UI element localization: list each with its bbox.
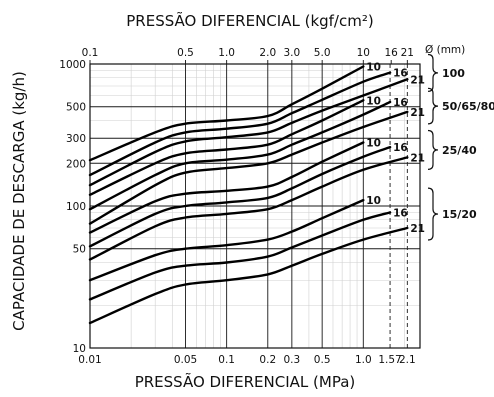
curve-end-label: 16	[393, 207, 408, 219]
curve-end-label: 10	[366, 138, 381, 150]
curve-end-label: 21	[410, 152, 425, 164]
group-label: 50/65/80	[442, 100, 494, 113]
x-tick-label: 0.5	[314, 354, 331, 366]
x-tick-label: 2.1	[399, 354, 416, 366]
x-tick-label: 1.0	[355, 354, 372, 366]
series-curve-50-65-80-10	[88, 99, 365, 196]
group-bracket	[427, 129, 439, 170]
x-tick-label: 0.05	[174, 354, 197, 366]
grid-lines	[89, 63, 421, 349]
series-curve-15-20-10	[88, 198, 365, 282]
curve-end-label: 10	[366, 62, 381, 74]
group-label: 25/40	[442, 144, 477, 157]
series-curve-15-20-16	[88, 211, 392, 301]
group-bracket	[427, 87, 439, 125]
x-tick-label: 0.01	[78, 354, 101, 366]
series-curve-25-40-10	[88, 141, 365, 234]
x-top-tick-label: 21	[401, 47, 414, 59]
series-curve-100-21	[88, 78, 409, 187]
y-tick-label: 50	[73, 244, 86, 256]
curve-end-label: 10	[366, 195, 381, 207]
y-tick-label: 1000	[59, 59, 86, 71]
x-top-tick-label: 0.1	[82, 47, 99, 59]
series-curve-50-65-80-16	[88, 100, 392, 211]
y-tick-label: 200	[66, 158, 86, 170]
x-top-tick-label: 1.0	[218, 47, 235, 59]
curve-end-label: 10	[366, 95, 381, 107]
x-tick-label: 0.2	[259, 354, 276, 366]
series-curve-15-20-21	[88, 226, 409, 325]
curve-end-label: 21	[410, 107, 425, 119]
x-top-tick-label: 10	[357, 47, 370, 59]
curve-end-label: 16	[393, 142, 408, 154]
y-tick-label: 300	[66, 133, 86, 145]
chart-title: PRESSÃO DIFERENCIAL (kgf/cm²)	[126, 11, 373, 30]
series-curve-25-40-21	[88, 156, 409, 261]
x-tick-label: 1.57	[378, 354, 401, 366]
x-top-tick-label: 0.5	[177, 47, 194, 59]
x-top-tick-label: 5.0	[314, 47, 331, 59]
curve-end-label: 16	[393, 68, 408, 80]
group-brackets: 100 50/65/80 25/40 15/20	[427, 53, 494, 241]
curve-end-label: 16	[393, 97, 408, 109]
y-tick-label: 100	[66, 201, 86, 213]
curve-end-label: 21	[410, 223, 425, 235]
plot-frame	[89, 63, 421, 349]
x-tick-label: 0.1	[218, 354, 235, 366]
group-label: 100	[442, 67, 465, 80]
group-label: 15/20	[442, 208, 477, 221]
tick-labels: 0.01 0.05 0.1 0.2 0.3 0.5 1.0 1.572.1 0.1 0.5 1.0 2…	[59, 47, 415, 366]
group-bracket	[427, 53, 439, 92]
x-top-tick-label: 3.0	[283, 47, 300, 59]
y-axis-label: CAPACIDADE DE DESCARGA (kg/h)	[10, 71, 28, 331]
series-curve-100-10	[88, 65, 365, 162]
x-top-tick-label: 2.0	[259, 47, 276, 59]
top-axis-unit-label: Ø (mm)	[425, 44, 465, 56]
curve-end-label: 21	[410, 74, 425, 86]
series-curve-50-65-80-21	[88, 110, 409, 225]
series-curve-25-40-16	[88, 145, 392, 248]
series-curve-100-16	[88, 71, 392, 177]
y-tick-label: 500	[66, 102, 86, 114]
x-tick-label: 0.3	[283, 354, 300, 366]
group-bracket	[427, 187, 439, 241]
y-tick-label: 10	[73, 343, 86, 355]
series-curves	[88, 65, 409, 325]
x-axis-label: PRESSÃO DIFERENCIAL (MPa)	[135, 372, 356, 391]
x-top-tick-label: 16	[384, 47, 398, 59]
